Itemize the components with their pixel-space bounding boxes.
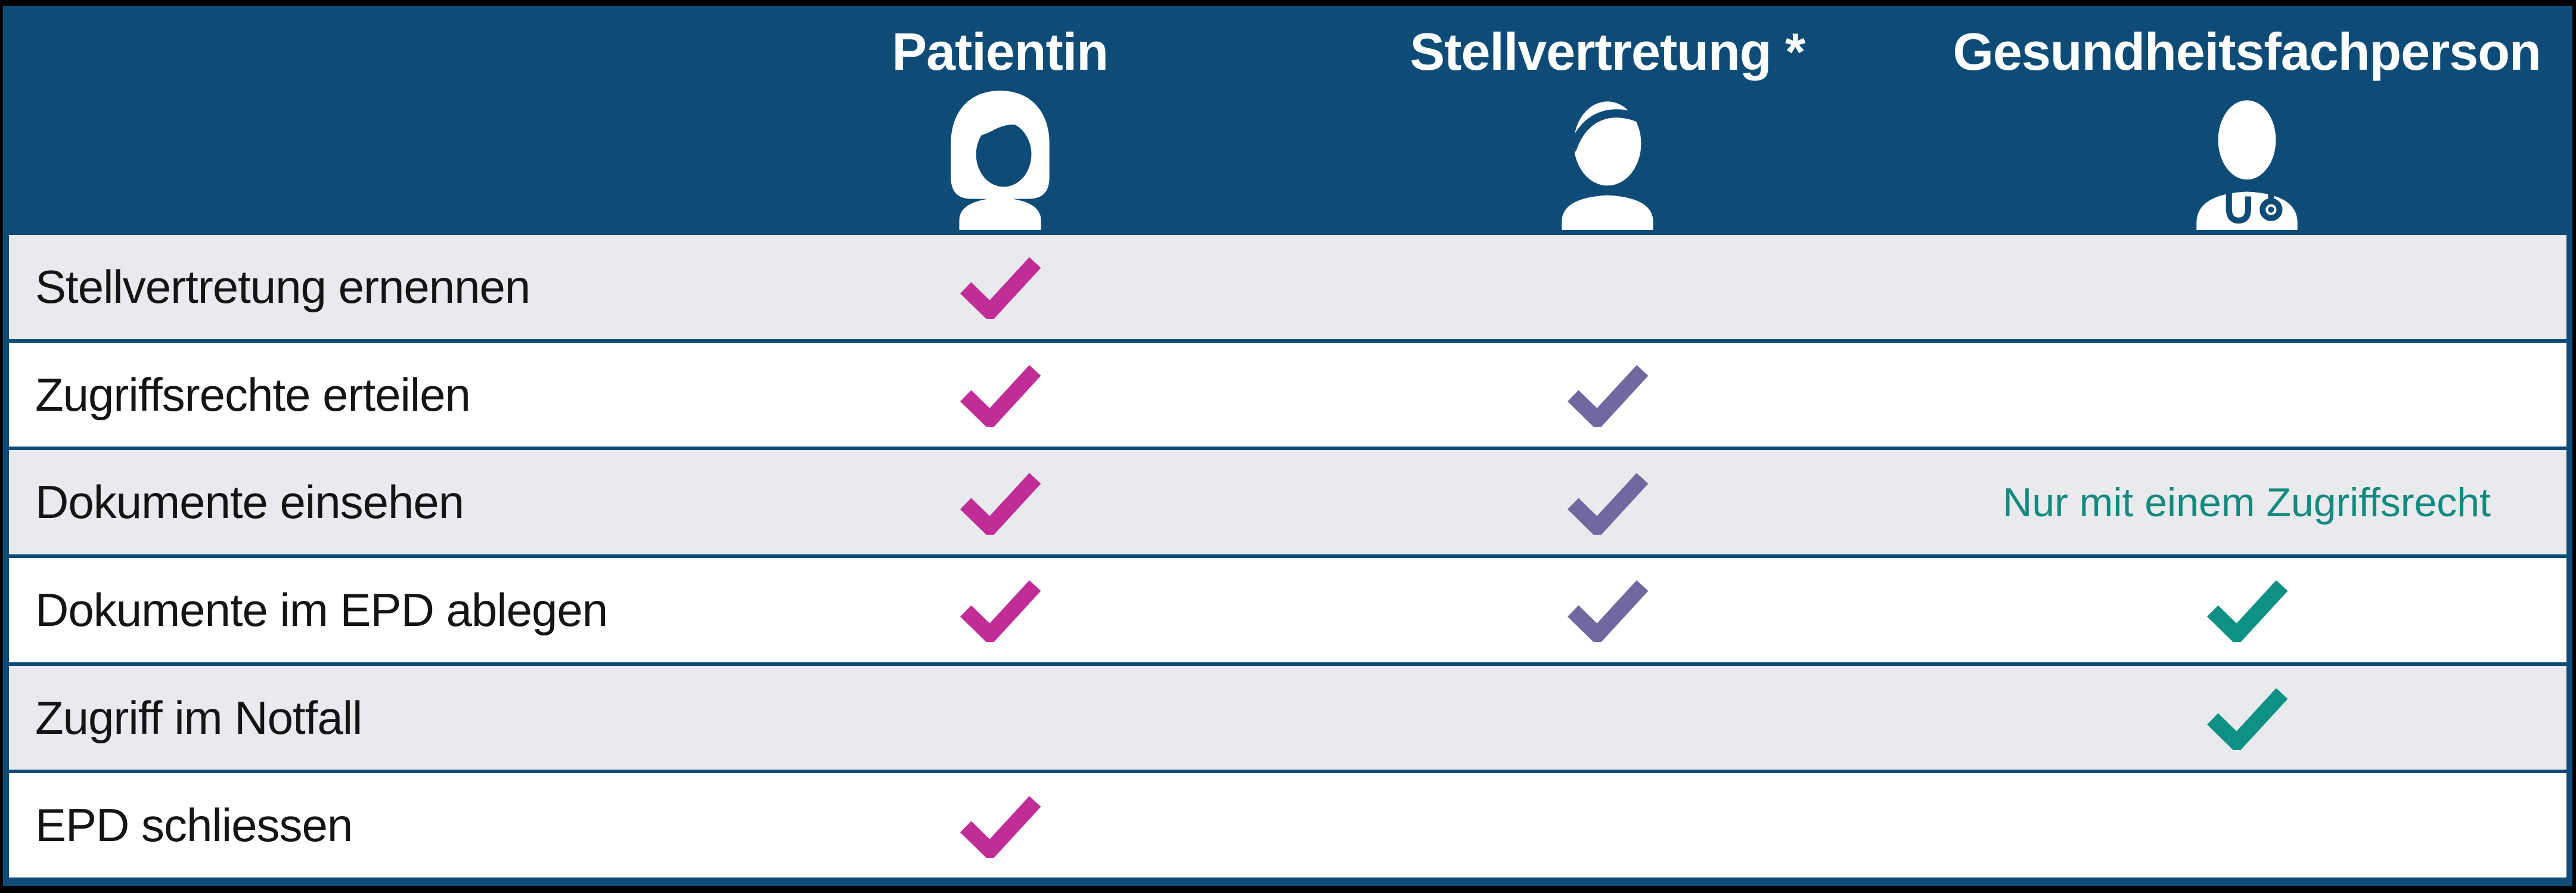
check-icon xyxy=(2206,580,2288,643)
check-cell xyxy=(712,773,1287,878)
row-label: Zugriffsrechte erteilen xyxy=(35,368,471,421)
column-title: Stellvertretung * xyxy=(1410,22,1805,81)
note-cell: Nur mit einem Zugriffsrecht xyxy=(1927,450,2566,554)
empty-cell xyxy=(712,666,1287,770)
check-cell xyxy=(712,450,1287,554)
check-cell xyxy=(712,343,1287,447)
row-label: Dokumente im EPD ablegen xyxy=(35,583,608,636)
check-cell xyxy=(712,558,1287,662)
column-title: Patientin xyxy=(892,22,1109,81)
check-icon xyxy=(1567,580,1649,643)
check-icon xyxy=(1567,365,1649,427)
check-icon xyxy=(960,472,1041,535)
stellvertretung-icon xyxy=(1562,101,1653,230)
empty-cell xyxy=(1927,235,2566,339)
table-row: Stellvertretung ernennen xyxy=(9,231,2566,339)
check-cell xyxy=(1927,558,2566,662)
table-frame: Patientin Stellvertretung * Gesundheitsf… xyxy=(3,6,2572,886)
empty-cell xyxy=(1927,343,2566,447)
row-label: EPD schliessen xyxy=(35,799,353,852)
row-label: Dokumente einsehen xyxy=(35,476,464,529)
table-row: EPD schliessen xyxy=(9,770,2566,878)
column-title: Gesundheitsfachperson xyxy=(1953,22,2541,81)
check-cell xyxy=(1927,666,2566,770)
table-header: Patientin Stellvertretung * Gesundheitsf… xyxy=(9,6,2566,231)
column-header-gesundheitsfachperson: Gesundheitsfachperson xyxy=(1927,6,2566,231)
table-row: Dokumente im EPD ablegen xyxy=(9,554,2566,662)
check-icon xyxy=(960,796,1041,858)
check-cell xyxy=(1287,558,1927,662)
row-label-cell: Dokumente im EPD ablegen xyxy=(9,558,712,662)
row-label-cell: Zugriff im Notfall xyxy=(9,666,712,770)
empty-cell xyxy=(1287,666,1927,770)
table-row: Zugriff im Notfall xyxy=(9,662,2566,770)
header-corner xyxy=(9,6,712,231)
row-label: Stellvertretung ernennen xyxy=(35,260,530,313)
column-header-stellvertretung: Stellvertretung * xyxy=(1287,6,1927,231)
row-label-cell: Dokumente einsehen xyxy=(9,450,712,554)
check-icon xyxy=(1567,472,1649,535)
check-cell xyxy=(1287,343,1927,447)
row-label-cell: Stellvertretung ernennen xyxy=(9,235,712,339)
check-icon xyxy=(960,257,1041,320)
access-note: Nur mit einem Zugriffsrecht xyxy=(2003,479,2491,525)
check-icon xyxy=(2206,688,2288,751)
row-label-cell: Zugriffsrechte erteilen xyxy=(9,343,712,447)
check-cell xyxy=(1287,450,1927,554)
check-icon xyxy=(960,580,1041,643)
empty-cell xyxy=(1287,235,1927,339)
table-body: Stellvertretung ernennen Zugriffsrechte e… xyxy=(9,231,2566,878)
table-row: Dokumente einsehen Nur mit einem Zugriffs… xyxy=(9,447,2566,555)
empty-cell xyxy=(1287,773,1927,878)
check-icon xyxy=(960,365,1041,427)
column-header-patientin: Patientin xyxy=(712,6,1287,231)
check-cell xyxy=(712,235,1287,339)
table-row: Zugriffsrechte erteilen xyxy=(9,339,2566,447)
patientin-icon xyxy=(951,91,1050,230)
gesundheitsfachperson-icon xyxy=(2196,100,2298,230)
empty-cell xyxy=(1927,773,2566,878)
row-label: Zugriff im Notfall xyxy=(35,691,362,744)
row-label-cell: EPD schliessen xyxy=(9,773,712,878)
